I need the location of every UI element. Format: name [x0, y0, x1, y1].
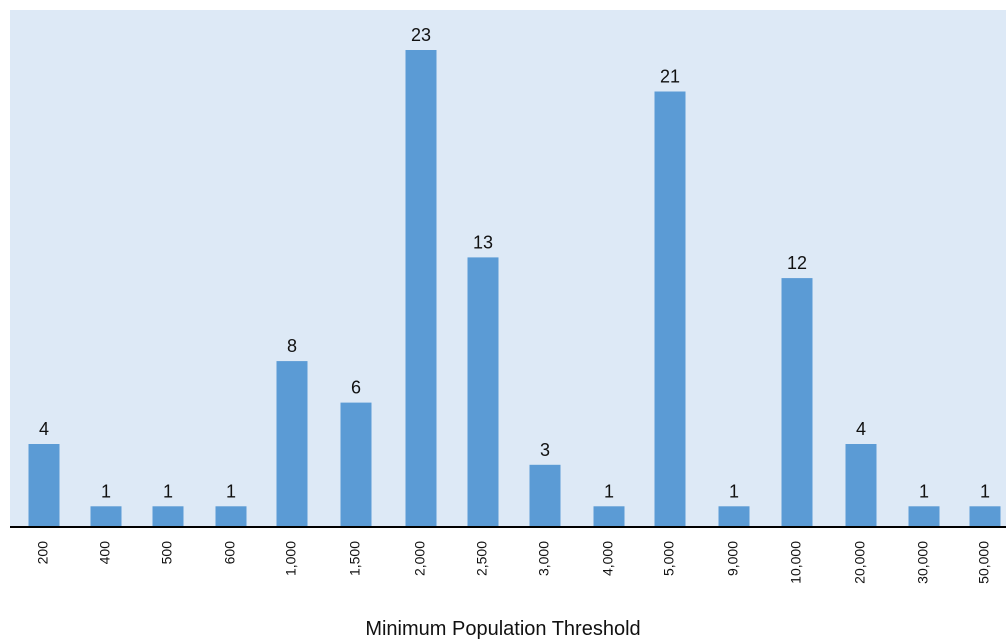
x-tick-label-1,000: 1,000 [283, 541, 299, 576]
data-label-1,500: 6 [351, 378, 361, 398]
bar-2,500 [467, 257, 499, 527]
x-tick-label-30,000: 30,000 [915, 541, 931, 584]
x-tick-label-400: 400 [97, 541, 113, 565]
x-tick-label-5,000: 5,000 [661, 541, 677, 576]
bar-2,000 [405, 50, 437, 527]
data-label-10,000: 12 [787, 253, 807, 273]
data-label-2,000: 23 [411, 25, 431, 45]
x-tick-label-1,500: 1,500 [347, 541, 363, 576]
data-label-2,500: 13 [473, 232, 493, 252]
x-tick-label-2,000: 2,000 [412, 541, 428, 576]
data-label-600: 1 [226, 481, 236, 501]
x-tick-labels-group: 200 400 500 600 1,000 1,500 2,000 2,500 3,000 4,0… [35, 541, 992, 584]
x-tick-label-20,000: 20,000 [852, 541, 868, 584]
bar-4,000 [593, 506, 625, 527]
bar-400 [90, 506, 122, 527]
data-label-9,000: 1 [729, 481, 739, 501]
data-label-500: 1 [163, 481, 173, 501]
x-tick-label-2,500: 2,500 [474, 541, 490, 576]
data-label-50,000: 1 [980, 481, 990, 501]
bar-500 [152, 506, 184, 527]
x-axis-title: Minimum Population Threshold [365, 618, 641, 640]
x-tick-label-500: 500 [159, 541, 175, 565]
bar-9,000 [718, 506, 750, 527]
data-label-400: 1 [101, 481, 111, 501]
bar-1,500 [340, 402, 372, 527]
bar-10,000 [781, 278, 813, 527]
data-label-5,000: 21 [660, 67, 680, 87]
bar-30,000 [908, 506, 940, 527]
bar-20,000 [845, 444, 877, 527]
bar-5,000 [654, 91, 686, 527]
x-tick-label-10,000: 10,000 [788, 541, 804, 584]
data-label-3,000: 3 [540, 440, 550, 460]
bar-3,000 [529, 464, 561, 527]
x-tick-label-4,000: 4,000 [600, 541, 616, 576]
bar-1,000 [276, 361, 308, 527]
plot-background [10, 10, 1006, 527]
x-tick-label-200: 200 [35, 541, 51, 565]
data-label-4,000: 1 [604, 481, 614, 501]
data-label-1,000: 8 [287, 336, 297, 356]
data-label-20,000: 4 [856, 419, 866, 439]
data-label-200: 4 [39, 419, 49, 439]
x-tick-label-50,000: 50,000 [976, 541, 992, 584]
bar-600 [215, 506, 247, 527]
bars-group [28, 50, 1001, 527]
data-label-30,000: 1 [919, 481, 929, 501]
bar-50,000 [969, 506, 1001, 527]
bar-200 [28, 444, 60, 527]
data-labels-group: 4 1 1 1 8 6 23 13 3 1 21 1 12 4 1 1 [39, 25, 990, 501]
x-tick-label-600: 600 [222, 541, 238, 565]
x-tick-label-9,000: 9,000 [725, 541, 741, 576]
x-tick-label-3,000: 3,000 [536, 541, 552, 576]
